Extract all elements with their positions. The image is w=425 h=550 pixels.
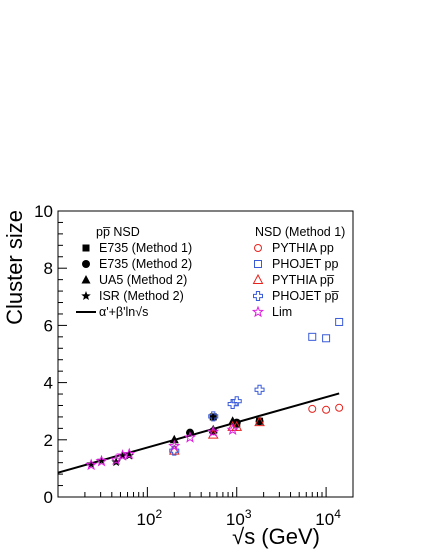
y-tick-label: 0 [44,488,53,507]
legend-marker-pythia-pp [252,273,264,284]
data-point-pythia-pp [254,415,265,427]
legend-label-pythia-pp: PYTHIA pp [272,241,334,255]
data-point-phojet-pp [254,384,265,395]
legend-header-left: pp̅ NSD [96,225,140,239]
data-point-pythia-pp [231,420,243,431]
legend-marker-ua5-method-2 [81,275,91,284]
data-point-lim [168,439,181,452]
axis-ticks [57,210,354,498]
y-tick-label: 2 [44,431,53,450]
legend-marker-isr-method-2 [81,291,91,301]
data-point-lim [183,431,197,443]
data-point-e735-method-1 [209,413,217,421]
legend-marker-e735-method-1 [82,244,90,252]
y-tick-label: 4 [44,374,53,393]
legend-marker-phojet-pp [253,291,263,301]
legend-label-pythia-pp: PYTHIA pp̅ [272,273,335,287]
legend-header-right: NSD (Method 1) [255,225,345,239]
x-tick-label: 103 [226,507,252,529]
x-axis-title: √s (GeV) [232,524,320,549]
data-point-lim [226,423,239,435]
legend-label-e735-method-2: E735 (Method 2) [99,257,192,271]
x-tick-label: 104 [315,507,341,529]
data-point-isr-method-2 [117,451,128,461]
data-point-phojet-pp [335,317,344,326]
y-tick-label: 8 [44,259,53,278]
data-point-pythia-pp [322,405,331,414]
data-point-lim [123,447,136,460]
legend-label-ua5-method-2: UA5 (Method 2) [99,273,187,287]
legend-label-ln-s: α'+β'ln√s [99,305,148,319]
legend-label-e735-method-1: E735 (Method 1) [99,241,192,255]
plot-frame [57,210,354,498]
legend-marker-e735-method-2 [82,260,90,268]
data-point-isr-method-2 [124,450,134,460]
data-point-phojet-pp [322,334,331,343]
x-tick-label: 102 [137,507,163,529]
fit-line [57,392,340,474]
legend-label-phojet-pp: PHOJET pp [272,257,339,271]
plot-marks [57,317,344,474]
data-point-pythia-pp [335,403,344,412]
y-tick-label: 10 [34,202,53,221]
legend-marker-pythia-pp [254,244,262,252]
data-point-phojet-pp [208,411,219,422]
data-point-lim [207,425,220,437]
data-point-lim [95,454,108,467]
legend-marker-phojet-pp [254,260,262,268]
data-point-lim [85,458,98,471]
legend-label-isr-method-2: ISR (Method 2) [99,289,184,303]
data-point-pythia-pp [308,404,317,413]
data-point-e735-method-2 [255,417,264,426]
legend-label-lim: Lim [272,305,292,319]
y-axis-title: Cluster size [2,210,27,325]
y-tick-label: 6 [44,316,53,335]
legend-marker-lim [251,305,265,318]
legend-label-phojet-pp: PHOJET pp̅ [272,289,339,303]
data-point-phojet-pp [308,332,317,341]
data-point-phojet-pp [231,396,242,407]
legend: pp̅ NSD NSD (Method 1) E735 (Method 1) E735… [76,225,345,319]
tick-labels: 0 2 4 6 8 10 102 103 104 [34,202,341,529]
